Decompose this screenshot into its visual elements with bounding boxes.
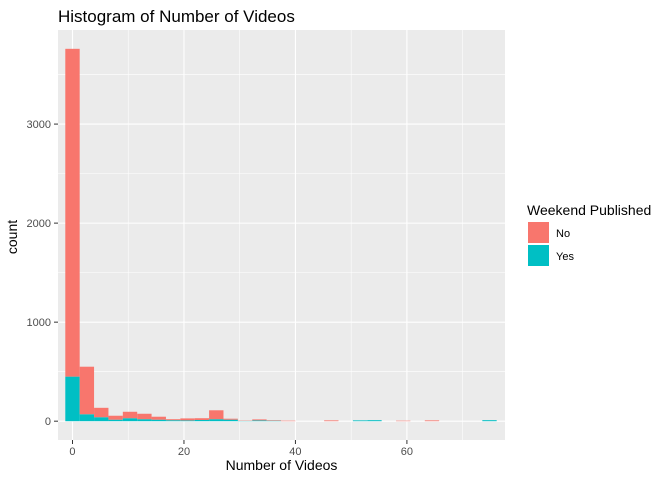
bar-yes (108, 419, 123, 422)
bar-yes (352, 420, 368, 422)
x-tick-label: 20 (178, 446, 190, 458)
legend: Weekend Published No Yes (527, 202, 651, 266)
bar-no (424, 420, 440, 422)
legend-swatch-no (528, 222, 549, 243)
bar-no (65, 48, 80, 377)
bar-yes (122, 418, 138, 422)
bar-yes (482, 420, 497, 422)
bar-no (252, 419, 267, 421)
bar-yes (209, 419, 224, 422)
bar-yes (194, 419, 210, 422)
y-tick-label: 0 (45, 416, 51, 428)
bar-yes (79, 414, 95, 422)
bar-no (180, 418, 195, 421)
bar-no (137, 413, 152, 420)
x-axis-ticks: 0 20 40 60 (69, 440, 413, 458)
y-axis-title: count (4, 220, 20, 254)
y-axis-ticks: 0 1000 2000 3000 (27, 119, 58, 428)
bar-no (223, 418, 238, 420)
legend-title: Weekend Published (527, 202, 651, 218)
bar-yes (223, 419, 238, 422)
bar-yes (65, 376, 80, 422)
legend-swatch-yes (528, 245, 549, 266)
y-tick-label: 1000 (27, 317, 51, 329)
bar-yes (151, 419, 166, 422)
bar-no (79, 366, 95, 415)
grid-minor (58, 30, 505, 440)
bar-yes (367, 420, 382, 422)
x-tick-label: 0 (69, 446, 75, 458)
bar-yes (94, 417, 109, 422)
bar-no (108, 415, 123, 420)
bar-no (209, 410, 224, 420)
x-axis-title: Number of Videos (226, 457, 338, 473)
bar-no (94, 407, 109, 418)
bar-no (194, 418, 210, 420)
bar-yes (252, 420, 267, 422)
chart-title: Histogram of Number of Videos (58, 7, 295, 26)
bar-no (122, 411, 138, 419)
bar-yes (180, 420, 195, 422)
legend-label-yes: Yes (556, 251, 574, 263)
bar-yes (137, 419, 152, 422)
x-tick-label: 60 (401, 446, 413, 458)
plot-panel (58, 30, 505, 440)
legend-label-no: No (556, 228, 570, 240)
x-tick-label: 40 (289, 446, 301, 458)
bar-no (165, 419, 181, 421)
y-tick-label: 3000 (27, 119, 51, 131)
bar-no (151, 416, 166, 420)
bars (65, 48, 497, 422)
bar-yes (165, 420, 181, 422)
bar-no (324, 420, 339, 422)
y-tick-label: 2000 (27, 218, 51, 230)
